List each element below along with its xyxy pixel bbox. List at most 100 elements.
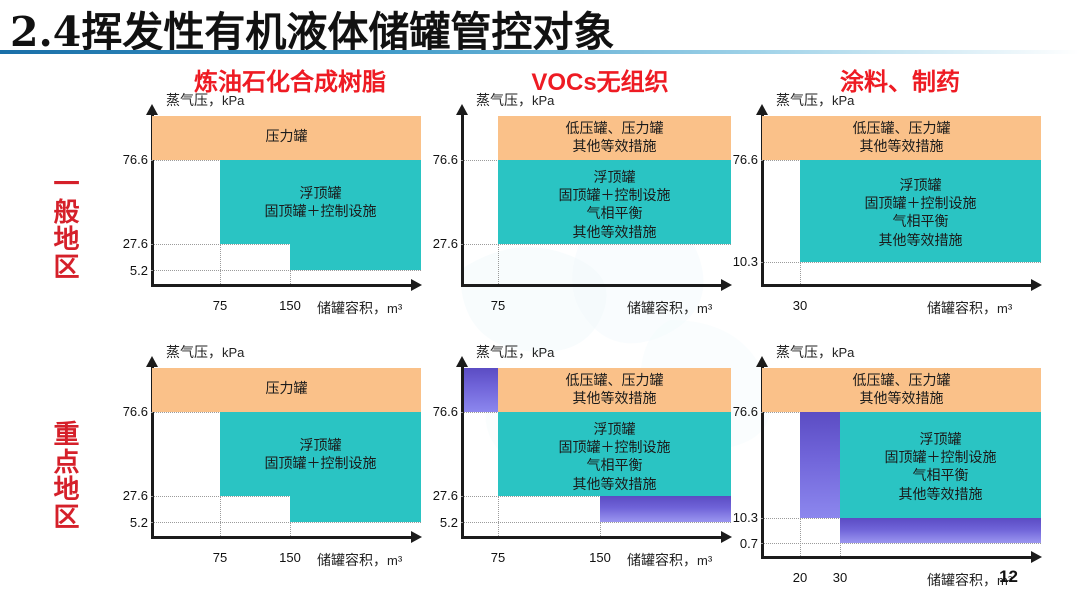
region-orange: 低压罐、压力罐 其他等效措施 bbox=[498, 368, 731, 412]
y-axis-arrow bbox=[456, 104, 468, 115]
x-tick-30: 30 bbox=[832, 570, 848, 585]
region-label-line: 浮顶罐 bbox=[593, 422, 636, 438]
y-tick-5.2: 5.2 bbox=[129, 515, 148, 530]
region-teal-label: 浮顶罐 固顶罐＋控制设施 气相平衡 其他等效措施 bbox=[840, 431, 1041, 504]
chart-r1c1: 蒸气压，kPa 压力罐 浮顶罐 固顶罐＋控制设施 76.6 27.6 5.2 7… bbox=[110, 92, 430, 327]
region-label-line: 浮顶罐 bbox=[299, 438, 342, 454]
gridline-5.2 bbox=[151, 270, 421, 271]
region-purple-vertical bbox=[800, 412, 840, 518]
region-label-line: 其他等效措施 bbox=[572, 476, 657, 493]
region-label-line: 气相平衡 bbox=[892, 214, 949, 231]
y-axis-arrow bbox=[456, 356, 468, 367]
y-axis-arrow bbox=[146, 104, 158, 115]
y-axis-line bbox=[761, 366, 764, 556]
region-label-line: 浮顶罐 bbox=[299, 186, 342, 202]
row-label-char: 点 bbox=[53, 447, 81, 478]
region-label-line: 低压罐、压力罐 bbox=[565, 373, 664, 389]
region-label-line: 其他等效措施 bbox=[572, 139, 657, 156]
region-label-line: 其他等效措施 bbox=[859, 139, 944, 156]
row-label-char: 一 bbox=[53, 170, 81, 200]
row-label-char: 般 bbox=[53, 197, 81, 228]
region-label-line: 浮顶罐 bbox=[593, 170, 636, 186]
chart-r2c1: 蒸气压，kPa 压力罐 浮顶罐 固顶罐＋控制设施 76.6 27.6 5.2 7… bbox=[110, 344, 430, 579]
region-label-line: 其他等效措施 bbox=[572, 224, 657, 241]
y-axis-title: 蒸气压，kPa bbox=[776, 93, 855, 109]
x-axis-arrow bbox=[1031, 279, 1042, 291]
x-tick-150: 150 bbox=[279, 298, 301, 313]
chart-r1c2: 蒸气压，kPa 低压罐、压力罐 其他等效措施 浮顶罐 固顶罐＋控制设施 气相平衡… bbox=[420, 92, 740, 327]
x-axis-title: 储罐容积，m³ bbox=[927, 573, 1013, 589]
x-axis-arrow bbox=[721, 279, 732, 291]
region-label-line: 固顶罐＋控制设施 bbox=[558, 440, 671, 457]
y-axis-arrow bbox=[756, 356, 768, 367]
x-tick-75: 75 bbox=[490, 298, 506, 313]
gridline-0.7 bbox=[761, 543, 1041, 544]
x-axis-arrow bbox=[411, 279, 422, 291]
gridline-27.6 bbox=[151, 496, 421, 497]
y-axis-line bbox=[151, 366, 154, 536]
gridline-27.6 bbox=[461, 244, 731, 245]
y-axis-unit: kPa bbox=[222, 93, 245, 108]
y-axis-unit: kPa bbox=[532, 93, 555, 108]
y-axis-line bbox=[461, 366, 464, 536]
region-orange: 低压罐、压力罐 其他等效措施 bbox=[498, 116, 731, 160]
y-tick-76.6: 76.6 bbox=[432, 152, 458, 167]
x-axis-arrow bbox=[721, 531, 732, 543]
region-label-line: 固顶罐＋控制设施 bbox=[264, 204, 377, 221]
region-orange-label: 低压罐、压力罐 其他等效措施 bbox=[762, 372, 1041, 408]
chart-r1c3: 蒸气压，kPa 低压罐、压力罐 其他等效措施 浮顶罐 固顶罐＋控制设施 气相平衡… bbox=[720, 92, 1060, 327]
y-axis-title: 蒸气压，kPa bbox=[476, 93, 555, 109]
region-orange: 压力罐 bbox=[152, 368, 421, 412]
x-tick-150: 150 bbox=[279, 550, 301, 565]
x-axis-unit: m³ bbox=[997, 301, 1013, 316]
gridline-27.6 bbox=[151, 244, 421, 245]
chart-r2c2: 蒸气压，kPa 低压罐、压力罐 其他等效措施 浮顶罐 固顶罐＋控制设施 气相平衡… bbox=[420, 344, 740, 579]
x-tick-75: 75 bbox=[212, 298, 228, 313]
gridline-5.2 bbox=[461, 522, 731, 523]
region-teal-lower bbox=[290, 244, 421, 270]
page-number: 12 bbox=[999, 567, 1018, 586]
chart-r2c3: 蒸气压，kPa 低压罐、压力罐 其他等效措施 浮顶罐 固顶罐＋控制设施 气相平衡… bbox=[720, 344, 1060, 589]
y-axis-title: 蒸气压，kPa bbox=[166, 345, 245, 361]
region-label-line: 压力罐 bbox=[265, 129, 308, 145]
region-teal: 浮顶罐 固顶罐＋控制设施 气相平衡 其他等效措施 bbox=[800, 160, 1041, 262]
region-purple-horizontal bbox=[840, 518, 1041, 543]
row-label-key-area: 重 点 地 区 bbox=[44, 421, 90, 533]
gridline-27.6 bbox=[461, 496, 731, 497]
y-axis-line bbox=[461, 114, 464, 284]
page-title: 2.4挥发性有机液体储罐管控对象 bbox=[10, 8, 615, 56]
region-orange-label: 压力罐 bbox=[152, 128, 421, 146]
x-tick-75: 75 bbox=[212, 550, 228, 565]
chart-header-refining: 炼油石化合成树脂 bbox=[194, 67, 386, 96]
region-orange-label: 低压罐、压力罐 其他等效措施 bbox=[498, 120, 731, 156]
region-label-line: 固顶罐＋控制设施 bbox=[884, 450, 997, 467]
x-axis-title: 储罐容积，m³ bbox=[317, 301, 403, 317]
region-label-line: 固顶罐＋控制设施 bbox=[264, 456, 377, 473]
y-tick-5.2: 5.2 bbox=[439, 515, 458, 530]
row-label-char: 区 bbox=[53, 502, 81, 533]
gridline-10.3 bbox=[761, 262, 1041, 263]
y-tick-27.6: 27.6 bbox=[432, 488, 458, 503]
x-axis-arrow bbox=[1031, 551, 1042, 563]
region-label-line: 气相平衡 bbox=[912, 468, 969, 485]
y-axis-title: 蒸气压，kPa bbox=[166, 93, 245, 109]
region-label-line: 固顶罐＋控制设施 bbox=[864, 196, 977, 213]
row-label-char: 地 bbox=[53, 225, 81, 256]
region-label-line: 其他等效措施 bbox=[859, 391, 944, 408]
x-axis-unit: m³ bbox=[697, 553, 713, 568]
region-orange-label: 低压罐、压力罐 其他等效措施 bbox=[762, 120, 1041, 156]
x-axis-line bbox=[461, 284, 721, 287]
region-label-line: 低压罐、压力罐 bbox=[852, 373, 951, 389]
region-orange: 压力罐 bbox=[152, 116, 421, 160]
region-label-line: 低压罐、压力罐 bbox=[565, 121, 664, 137]
x-axis-unit: m³ bbox=[697, 301, 713, 316]
y-axis-unit: kPa bbox=[832, 93, 855, 108]
x-axis-unit: m³ bbox=[997, 573, 1013, 588]
x-axis-line bbox=[761, 284, 1031, 287]
region-label-line: 其他等效措施 bbox=[572, 391, 657, 408]
region-teal: 浮顶罐 固顶罐＋控制设施 气相平衡 其他等效措施 bbox=[498, 412, 731, 496]
x-axis-unit: m³ bbox=[387, 553, 403, 568]
region-label-line: 浮顶罐 bbox=[919, 432, 962, 448]
x-tick-150: 150 bbox=[589, 550, 611, 565]
